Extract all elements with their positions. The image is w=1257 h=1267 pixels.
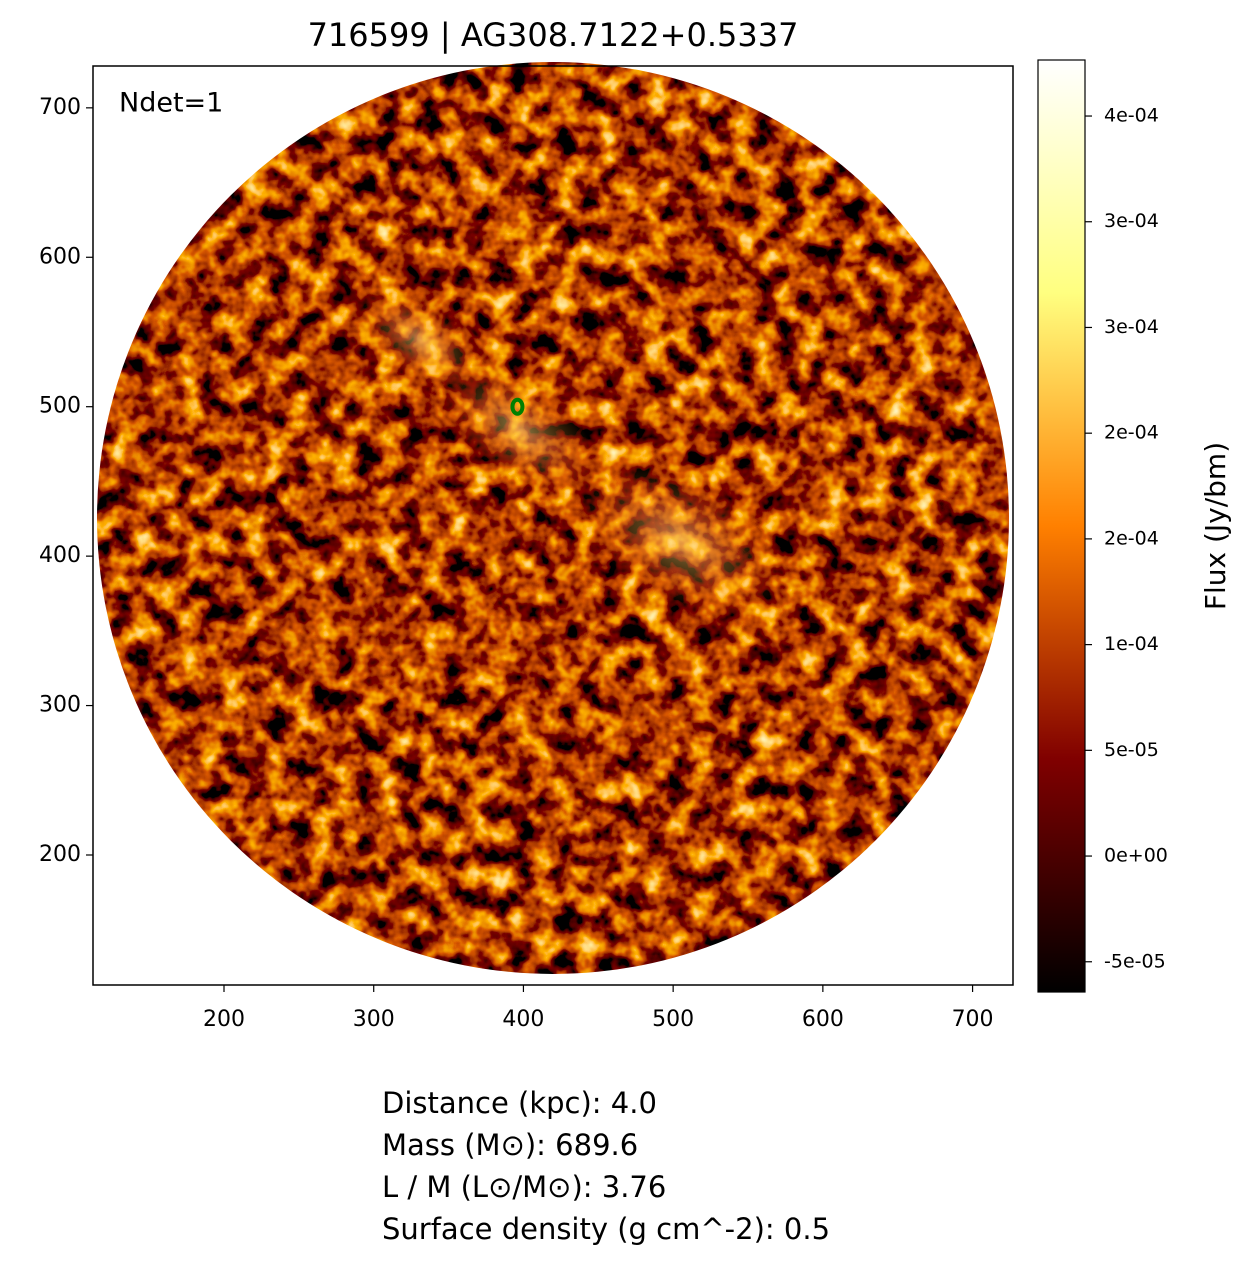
colorbar-tick-label: 2e-04 xyxy=(1104,527,1159,549)
annotation: Ndet=1 xyxy=(119,88,223,119)
colorbar-tick-label: 4e-04 xyxy=(1104,105,1159,127)
info-block: Distance (kpc): 4.0 Mass (M⊙): 689.6 L / M… xyxy=(382,1086,830,1246)
axes-frame xyxy=(92,65,1014,986)
colorbar-tick-label: 3e-04 xyxy=(1104,210,1159,232)
colorbar-label: Flux (Jy/bm) xyxy=(1199,442,1232,610)
colorbar xyxy=(1037,59,1086,993)
y-tick-label: 300 xyxy=(39,693,81,718)
info-line: Surface density (g cm^-2): 0.5 xyxy=(382,1212,830,1246)
info-line: Mass (M⊙): 689.6 xyxy=(382,1128,638,1162)
colorbar-tick-label: 5e-05 xyxy=(1104,739,1159,761)
y-tick-label: 700 xyxy=(39,95,81,120)
x-tick-label: 600 xyxy=(802,1007,844,1032)
y-tick-label: 500 xyxy=(39,394,81,419)
info-line: L / M (L⊙/M⊙): 3.76 xyxy=(382,1170,666,1204)
colorbar-tick-label: 3e-04 xyxy=(1104,316,1159,338)
colorbar-tick-label: 1e-04 xyxy=(1104,633,1159,655)
y-tick-label: 400 xyxy=(39,543,81,568)
image xyxy=(97,62,1009,974)
colorbar-tick-label: 2e-04 xyxy=(1104,422,1159,444)
x-tick-label: 300 xyxy=(353,1007,395,1032)
source-marker xyxy=(510,397,525,416)
colorbar-tick-label: -5e-05 xyxy=(1104,950,1166,972)
x-tick-label: 400 xyxy=(502,1007,544,1032)
x-tick-label: 500 xyxy=(652,1007,694,1032)
colorbar-tick-label: 0e+00 xyxy=(1104,845,1168,867)
info-line: Distance (kpc): 4.0 xyxy=(382,1086,657,1120)
x-tick-label: 200 xyxy=(203,1007,245,1032)
y-tick-label: 600 xyxy=(39,244,81,269)
x-tick-label: 700 xyxy=(952,1007,994,1032)
y-tick-label: 200 xyxy=(39,842,81,867)
chart-title: 716599 | AG308.7122+0.5337 xyxy=(308,16,799,54)
